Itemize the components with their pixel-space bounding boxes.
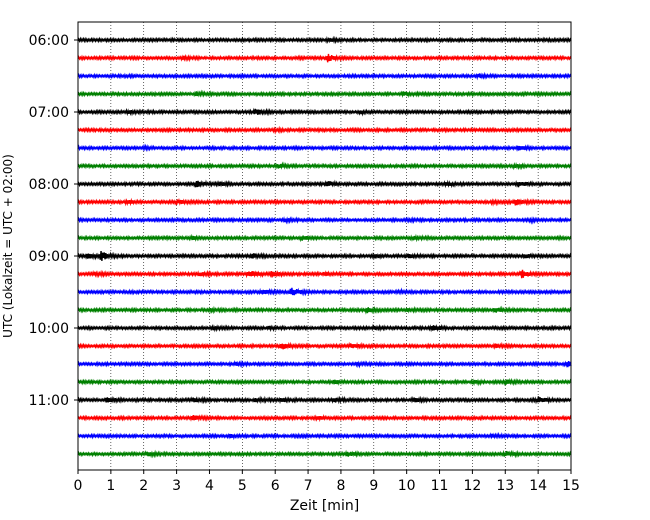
trace-1115	[77, 413, 572, 423]
trace-0845	[77, 233, 572, 243]
trace-0615	[77, 53, 572, 63]
x-tick-label: 7	[304, 478, 313, 494]
trace-0815	[77, 197, 572, 207]
plot-frame	[77, 21, 572, 471]
x-tick-label: 11	[431, 478, 449, 494]
trace-0930	[77, 287, 572, 297]
trace-0730	[77, 143, 572, 152]
y-tick-label: 07:00	[29, 105, 69, 121]
x-tick-label: 9	[369, 478, 378, 494]
y-tick-label: 10:00	[29, 321, 69, 337]
x-tick-label: 12	[463, 478, 481, 494]
trace-0700	[77, 107, 572, 117]
trace-0645	[77, 89, 572, 99]
y-tick-label: 09:00	[29, 249, 69, 265]
x-tick-label: 4	[205, 478, 214, 494]
x-tick-label: 15	[562, 478, 580, 494]
trace-0945	[77, 305, 572, 315]
trace-0915	[77, 269, 572, 279]
trace-1145	[77, 449, 572, 459]
x-tick-label: 0	[74, 478, 83, 494]
trace-1000	[77, 323, 572, 333]
x-tick-label: 5	[238, 478, 247, 494]
x-tick-label: 1	[106, 478, 115, 494]
y-tick-label: 11:00	[29, 393, 69, 409]
x-tick-label: 6	[271, 478, 280, 494]
trace-1030	[77, 359, 572, 369]
x-tick-label: 3	[172, 478, 181, 494]
x-tick-label: 14	[529, 478, 547, 494]
plot-background	[78, 22, 571, 470]
trace-0830	[77, 216, 572, 225]
trace-0900	[77, 250, 572, 261]
trace-1130	[77, 431, 572, 441]
x-tick-label: 8	[336, 478, 345, 494]
seismic-traces	[77, 35, 572, 459]
x-tick-label: 13	[496, 478, 514, 494]
trace-1015	[77, 341, 572, 351]
trace-0630	[77, 71, 572, 81]
trace-0600	[77, 35, 572, 45]
trace-0715	[77, 125, 572, 135]
y-tick-label: 08:00	[29, 177, 69, 193]
x-tick-label: 10	[398, 478, 416, 494]
x-axis-ticks: 0 1 2 3 4 5 6 7 8 9 10 11 12 13 14 15	[74, 470, 580, 494]
y-tick-label: 06:00	[29, 33, 69, 49]
trace-1045	[77, 377, 572, 387]
y-axis-ticks: 06:00 07:00 08:00 09:00 10:00 11:00	[29, 33, 78, 409]
trace-1100	[77, 395, 572, 405]
trace-0745	[77, 161, 572, 171]
trace-0800	[77, 179, 572, 189]
y-axis-label: UTC (Lokalzeit = UTC + 02:00)	[1, 154, 15, 338]
x-axis-label: Zeit [min]	[290, 498, 359, 514]
x-tick-label: 2	[139, 478, 148, 494]
